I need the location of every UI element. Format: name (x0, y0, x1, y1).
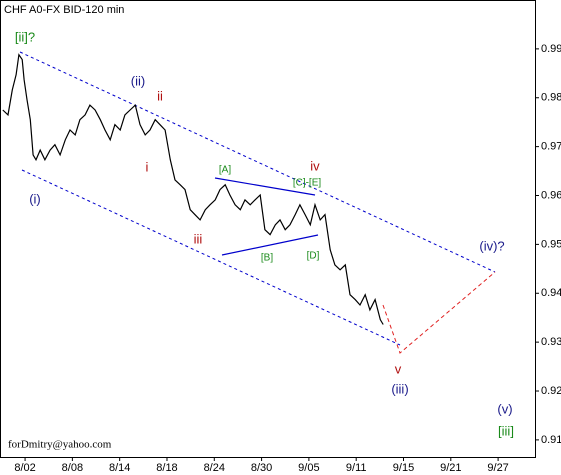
wave-label: (iv)? (479, 238, 504, 253)
x-tick-label: 8/08 (62, 462, 83, 474)
wave-label: [B] (261, 253, 273, 264)
y-tick-label: 0.91 (541, 434, 561, 446)
wave-label: [D] (307, 251, 320, 262)
triangle-lower (221, 234, 319, 256)
wave-label: [iii] (498, 423, 514, 438)
chart-title: CHF A0-FX BID-120 min (4, 4, 124, 16)
wave-label: iii (194, 231, 203, 246)
x-tick-label: 8/18 (156, 462, 177, 474)
price-line (2, 53, 384, 325)
x-tick-label: 9/05 (298, 462, 319, 474)
projection (382, 271, 496, 354)
wave-label: iv (310, 158, 320, 173)
wave-label: [ii]? (15, 29, 35, 44)
x-tick-label: 8/14 (109, 462, 130, 474)
wave-label: [A] (219, 165, 231, 176)
plot-frame (0, 0, 536, 458)
y-tick-label: 0.94 (541, 287, 561, 299)
x-tick-label: 9/27 (487, 462, 508, 474)
y-tick-label: 0.99 (541, 43, 561, 55)
x-tick-label: 8/24 (204, 462, 225, 474)
wave-label: (ii) (131, 73, 145, 88)
wave-label: [C]-[E] (293, 178, 322, 189)
y-tick-label: 0.95 (541, 238, 561, 250)
wave-label: (i) (29, 191, 41, 206)
triangle-upper (214, 177, 316, 196)
y-tick-label: 0.92 (541, 385, 561, 397)
x-tick-label: 8/02 (14, 462, 35, 474)
x-tick-label: 9/15 (393, 462, 414, 474)
y-tick-label: 0.96 (541, 189, 561, 201)
x-tick-label: 9/21 (440, 462, 461, 474)
y-tick-label: 0.98 (541, 92, 561, 104)
watermark: forDmitry@yahoo.com (8, 439, 112, 451)
x-tick-label: 9/11 (346, 462, 367, 474)
wave-label: v (395, 361, 402, 376)
wave-label: ii (157, 88, 163, 103)
wave-label: (iii) (391, 381, 408, 396)
wave-label: i (146, 159, 149, 174)
x-tick-label: 8/30 (251, 462, 272, 474)
y-tick-label: 0.93 (541, 336, 561, 348)
y-tick-label: 0.97 (541, 141, 561, 153)
wave-label: (v) (497, 401, 512, 416)
